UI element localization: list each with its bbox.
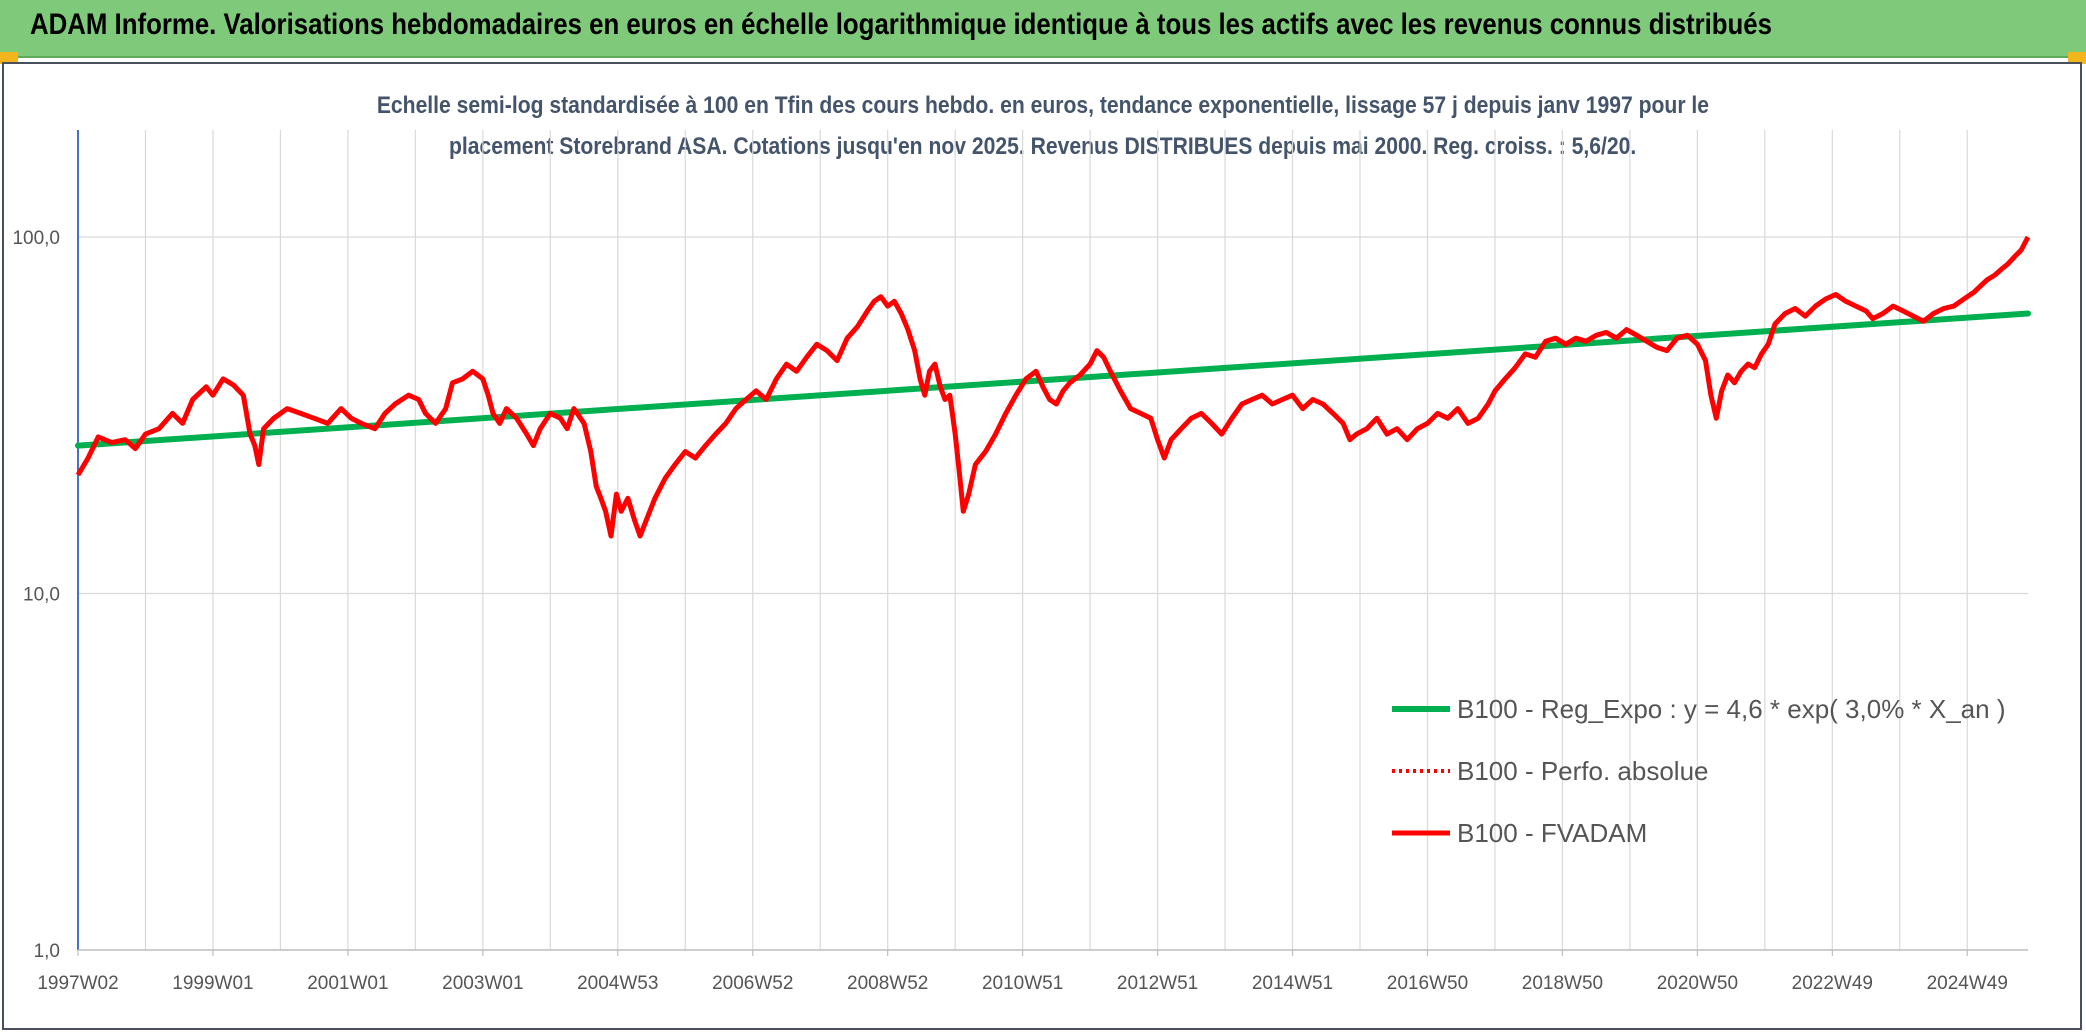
- chart-title-line-2: placement Storebrand ASA. Cotations jusq…: [449, 133, 1637, 160]
- y-tick-label: 100,0: [12, 228, 60, 249]
- corner-marker-left: [0, 52, 18, 64]
- chart-frame: [2, 62, 2082, 1030]
- axes: 100,0 10,0 1,0 1997W02 1999W01 2001W01 2003W01…: [12, 130, 2028, 994]
- x-tick-label: 2020W50: [1657, 973, 1738, 994]
- legend-entry-reg-expo: B100 - Reg_Expo : y = 4,6 * exp( 3,0% * …: [1457, 694, 2006, 724]
- trend-line-reg-expo: [75, 310, 2031, 449]
- x-tick-label: 2001W01: [307, 973, 388, 994]
- x-tick-label: 2010W51: [982, 973, 1063, 994]
- x-tick-label: 2024W49: [1927, 973, 2008, 994]
- x-tick-label: 1997W02: [37, 973, 118, 994]
- legend-entry-perfo-absolue: B100 - Perfo. absolue: [1457, 756, 1709, 786]
- x-tick-label: 1999W01: [172, 973, 253, 994]
- grid-lines: [77, 130, 2028, 951]
- x-tick-label: 2004W53: [577, 973, 658, 994]
- y-tick-label: 10,0: [23, 585, 60, 606]
- y-tick-label: 1,0: [34, 941, 60, 962]
- x-tick-label: 2003W01: [442, 973, 523, 994]
- corner-marker-right: [2068, 52, 2086, 64]
- header-banner: ADAM Informe. Valorisations hebdomadaire…: [0, 0, 2086, 58]
- series-line-fvadam: [75, 235, 2031, 539]
- x-tick-label: 2012W51: [1117, 973, 1198, 994]
- x-tick-label: 2016W50: [1387, 973, 1468, 994]
- x-tick-label: 2022W49: [1792, 973, 1873, 994]
- legend: B100 - Reg_Expo : y = 4,6 * exp( 3,0% * …: [1392, 694, 2006, 848]
- x-tick-label: 2014W51: [1252, 973, 1333, 994]
- header-title: ADAM Informe. Valorisations hebdomadaire…: [30, 8, 1772, 41]
- x-tick-label: 2006W52: [712, 973, 793, 994]
- x-tick-label: 2018W50: [1522, 973, 1603, 994]
- series-layer: [75, 235, 2031, 539]
- chart-title-line-1: Echelle semi-log standardisée à 100 en T…: [376, 92, 1710, 119]
- x-tick-label: 2008W52: [847, 973, 928, 994]
- legend-entry-fvadam: B100 - FVADAM: [1457, 818, 1647, 848]
